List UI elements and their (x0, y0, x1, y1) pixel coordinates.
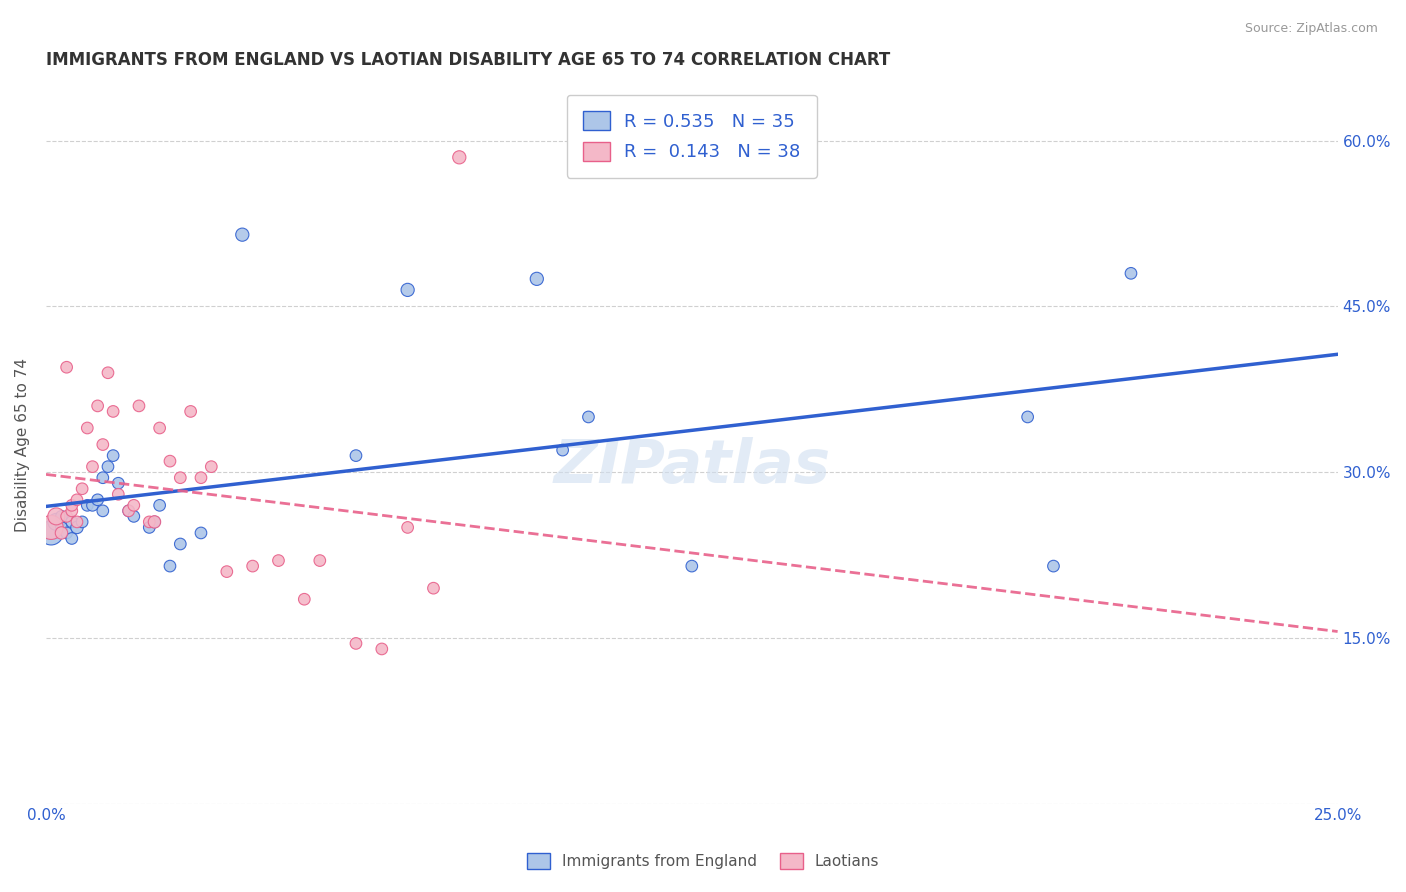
Point (82, 499, 104, 513)
Point (396, 520, 419, 534)
Point (308, 553, 330, 567)
Point (117, 504, 139, 518)
Point (91, 504, 114, 518)
Legend: Immigrants from England, Laotians: Immigrants from England, Laotians (520, 847, 886, 875)
Point (122, 499, 145, 513)
Point (55, 360, 77, 375)
Point (149, 499, 172, 513)
Point (422, 581, 444, 595)
Point (66, 520, 89, 534)
Point (681, 559, 703, 574)
Point (190, 525, 212, 540)
Point (39, 525, 62, 540)
Point (122, 509, 145, 524)
Point (76, 499, 98, 513)
Point (231, 227, 253, 242)
Point (107, 476, 129, 491)
Point (149, 421, 172, 435)
Point (190, 471, 212, 485)
Point (51, 525, 73, 540)
Point (70, 482, 93, 496)
Point (97, 459, 120, 474)
Point (51, 520, 73, 534)
Point (60, 515, 83, 529)
Point (200, 459, 222, 474)
Point (292, 592, 315, 607)
Point (60, 504, 83, 518)
Point (169, 537, 191, 551)
Point (143, 515, 166, 529)
Point (371, 642, 394, 657)
Point (180, 404, 202, 418)
Point (578, 409, 600, 424)
Y-axis label: Disability Age 65 to 74: Disability Age 65 to 74 (15, 358, 30, 532)
Text: ZIPatlas: ZIPatlas (553, 436, 831, 496)
Point (344, 449, 367, 463)
Point (526, 272, 548, 286)
Point (91, 471, 114, 485)
Point (143, 515, 166, 529)
Point (55, 525, 77, 540)
Point (551, 443, 574, 458)
Point (86, 492, 108, 507)
Point (45, 509, 67, 524)
Point (242, 559, 264, 574)
Point (101, 449, 124, 463)
Point (66, 515, 89, 529)
Point (60, 499, 83, 513)
Point (215, 565, 238, 579)
Point (97, 366, 120, 380)
Text: IMMIGRANTS FROM ENGLAND VS LAOTIAN DISABILITY AGE 65 TO 74 CORRELATION CHART: IMMIGRANTS FROM ENGLAND VS LAOTIAN DISAB… (46, 51, 890, 69)
Point (70, 515, 93, 529)
Point (39, 520, 62, 534)
Point (138, 520, 160, 534)
Point (101, 404, 124, 418)
Point (159, 559, 181, 574)
Point (55, 509, 77, 524)
Point (66, 492, 89, 507)
Point (107, 487, 129, 501)
Legend: R = 0.535   N = 35, R =  0.143   N = 38: R = 0.535 N = 35, R = 0.143 N = 38 (567, 95, 817, 178)
Point (138, 515, 160, 529)
Point (45, 515, 67, 529)
Point (449, 150, 471, 164)
Point (128, 399, 150, 413)
Point (117, 504, 139, 518)
Point (60, 532, 83, 546)
Point (1119, 266, 1142, 280)
Point (86, 399, 108, 413)
Point (159, 454, 181, 468)
Point (267, 553, 290, 567)
Point (396, 283, 419, 297)
Point (51, 509, 73, 524)
Point (344, 636, 367, 650)
Point (91, 437, 114, 451)
Point (169, 471, 191, 485)
Text: Source: ZipAtlas.com: Source: ZipAtlas.com (1244, 22, 1378, 36)
Point (82, 459, 104, 474)
Point (76, 421, 98, 435)
Point (1017, 409, 1039, 424)
Point (1042, 559, 1064, 574)
